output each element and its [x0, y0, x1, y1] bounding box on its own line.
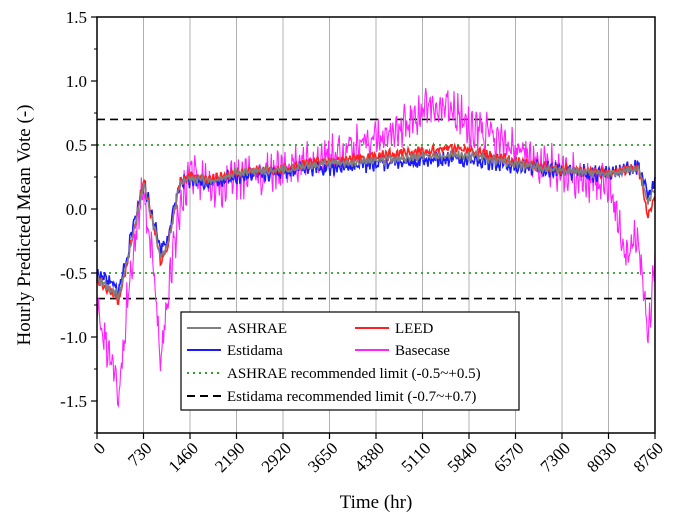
x-tick-label: 8760 [630, 439, 667, 476]
x-tick-label: 4380 [351, 439, 388, 476]
legend-label: Basecase [395, 343, 450, 359]
y-axis-title: Hourly Predicted Mean Vote (-) [14, 105, 35, 346]
y-tick-label: -1.0 [60, 328, 87, 347]
x-tick-label: 5110 [398, 439, 435, 476]
legend-label: Estidama recommended limit (-0.7~+0.7) [227, 389, 476, 405]
legend: ASHRAE LEED Estidama Basecase ASHRAE recomme… [180, 311, 520, 411]
legend-label: ASHRAE recommended limit (-0.5~+0.5) [227, 366, 481, 382]
x-tick-label: 8030 [583, 439, 620, 476]
reference-lines [97, 118, 655, 300]
x-tick-label: 5840 [444, 439, 481, 476]
y-tick-label: 0.5 [66, 136, 87, 155]
y-tick-label: 1.0 [66, 72, 87, 91]
x-tick-label: 1460 [165, 439, 202, 476]
y-tick-label: -1.5 [60, 392, 87, 411]
x-tick-label: 2920 [258, 439, 295, 476]
legend-label: LEED [395, 321, 433, 337]
series-lines [96, 88, 656, 408]
legend-box [180, 311, 520, 411]
y-tick-label: -0.5 [60, 264, 87, 283]
x-tick-label: 0 [90, 439, 109, 458]
x-tick-label: 730 [124, 439, 155, 470]
vertical-gridlines [143, 17, 609, 433]
y-tick-label: 1.5 [66, 8, 87, 27]
series-line-ashrae [96, 148, 656, 301]
x-tick-label: 6570 [490, 439, 527, 476]
x-axis-title: Time (hr) [340, 492, 413, 513]
legend-label: Estidama [227, 343, 283, 359]
y-tick-label: 0.0 [66, 200, 87, 219]
x-axis-ticks: 0 730 1460 2190 2920 3650 4380 5110 5840 6570 7300… [90, 433, 667, 476]
x-tick-label: 7300 [537, 439, 574, 476]
x-tick-label: 3650 [304, 439, 341, 476]
x-tick-label: 2190 [211, 439, 248, 476]
legend-label: ASHRAE [227, 321, 287, 337]
y-axis-ticks: 1.5 1.0 0.5 0.0 -0.5 -1.0 -1.5 [60, 8, 97, 434]
